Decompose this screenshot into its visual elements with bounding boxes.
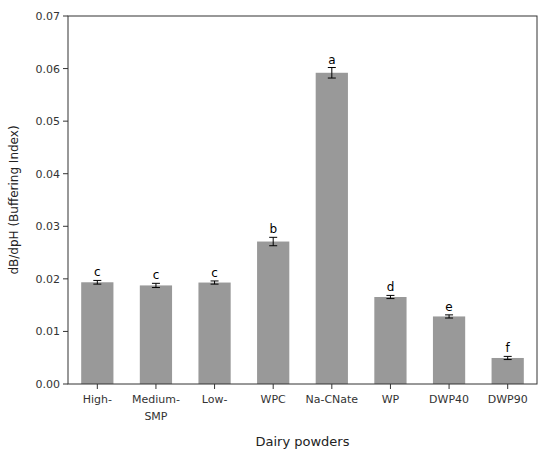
x-tick-label: High- <box>83 393 112 406</box>
bar <box>492 358 524 384</box>
bar <box>433 316 465 384</box>
error-bar <box>93 280 101 284</box>
y-tick-label: 0.03 <box>36 220 61 233</box>
x-tick-label: Low- <box>202 393 228 406</box>
letter: e <box>445 300 452 314</box>
y-tick <box>63 278 68 279</box>
x-tick <box>390 384 391 389</box>
y-tick-label: 0.00 <box>36 378 61 391</box>
x-tick <box>507 384 508 389</box>
y-tick-label: 0.04 <box>36 168 61 181</box>
chart: 0.00 0.01 0.02 0.03 0.04 0.05 0.06 0.07 c c c b a d e f… <box>0 0 551 466</box>
x-tick <box>449 384 450 389</box>
x-tick <box>155 384 156 389</box>
y-tick <box>63 226 68 227</box>
letters: c c c b a d e f <box>94 53 511 356</box>
y-axis-label: dB/dpH (Buffering Index) <box>7 125 21 274</box>
letter: b <box>269 222 277 236</box>
x-tick-label: WPC <box>261 393 287 406</box>
y-tick <box>63 173 68 174</box>
y-tick <box>63 16 68 17</box>
bar <box>198 283 230 384</box>
error-bar <box>504 356 512 359</box>
x-tick <box>273 384 274 389</box>
letter: c <box>153 268 160 282</box>
x-tick-label: DWP40 <box>429 393 469 406</box>
error-bar <box>386 295 394 298</box>
y-tick <box>63 68 68 69</box>
error-bar <box>211 281 219 284</box>
error-bar <box>445 315 453 318</box>
y-tick <box>63 121 68 122</box>
x-tick-label: Medium- <box>132 393 180 406</box>
letter: f <box>506 341 511 355</box>
x-axis: High- Medium- Low- WPC Na-CNate WP DWP40 DWP90 <box>83 384 528 406</box>
plot-area <box>81 68 524 384</box>
plot-frame <box>68 16 537 384</box>
letter: d <box>387 280 395 294</box>
x-tick <box>214 384 215 389</box>
y-tick-label: 0.02 <box>36 273 61 286</box>
y-tick <box>63 384 68 385</box>
x-axis-label: Dairy powders <box>256 434 350 449</box>
y-tick-label: 0.06 <box>36 63 61 76</box>
annotation: SMP <box>144 410 167 423</box>
bar <box>140 285 172 384</box>
y-tick-label: 0.07 <box>36 10 61 23</box>
y-axis: 0.00 0.01 0.02 0.03 0.04 0.05 0.06 0.07 <box>36 10 69 391</box>
letter: a <box>328 53 335 67</box>
bar <box>81 282 113 384</box>
x-tick-label: WP <box>382 393 400 406</box>
x-tick-label: DWP90 <box>488 393 528 406</box>
x-tick <box>331 384 332 389</box>
error-bar <box>328 68 336 79</box>
bar <box>316 73 348 384</box>
bar <box>374 297 406 384</box>
letter: c <box>211 266 218 280</box>
y-tick <box>63 331 68 332</box>
x-tick <box>97 384 98 389</box>
x-tick-label: Na-CNate <box>305 393 358 406</box>
bar <box>257 242 289 384</box>
y-tick-label: 0.01 <box>36 325 61 338</box>
y-tick-label: 0.05 <box>36 115 61 128</box>
error-bar <box>152 283 160 287</box>
error-bar <box>269 237 277 245</box>
letter: c <box>94 265 101 279</box>
